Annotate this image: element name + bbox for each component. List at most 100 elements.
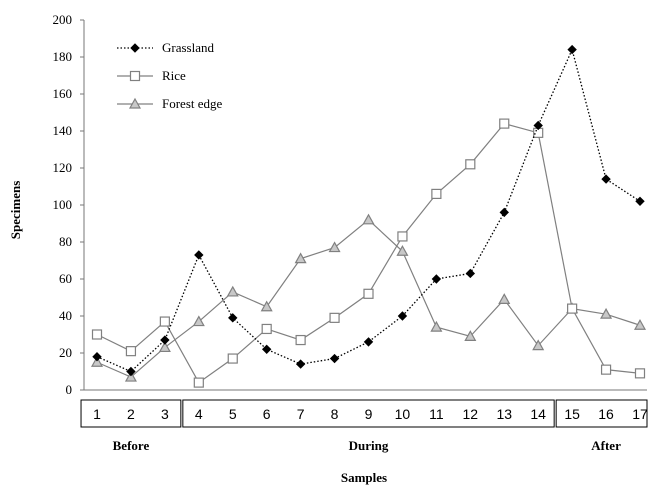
data-point <box>465 268 476 279</box>
data-point <box>329 312 340 323</box>
legend: Grassland Rice Forest edge <box>117 40 223 111</box>
data-point <box>261 344 272 355</box>
category-label: 16 <box>598 406 614 422</box>
category-label: 13 <box>496 406 512 422</box>
category-label: 17 <box>632 406 648 422</box>
group-label: During <box>349 438 389 453</box>
category-label: 6 <box>263 406 271 422</box>
data-point <box>126 366 136 377</box>
category-label: 1 <box>93 406 101 422</box>
category-label: 5 <box>229 406 237 422</box>
y-ticks: 0 20 40 60 80 100 120 140 160 180 200 <box>53 12 84 397</box>
data-point <box>226 285 239 297</box>
category-label: 14 <box>530 406 546 422</box>
data-point <box>158 341 171 353</box>
series-grassland <box>92 44 645 377</box>
data-point <box>363 288 374 299</box>
category-label: 10 <box>395 406 411 422</box>
data-point <box>567 303 578 314</box>
data-point <box>227 353 238 364</box>
y-tick-label: 0 <box>66 382 73 397</box>
data-point <box>601 174 611 184</box>
category-label: 3 <box>161 406 169 422</box>
data-point <box>499 118 510 129</box>
legend-label: Grassland <box>162 40 214 55</box>
data-point <box>362 213 375 225</box>
y-tick-label: 160 <box>53 86 73 101</box>
data-point <box>328 241 341 253</box>
category-label: 8 <box>331 406 339 422</box>
data-point <box>295 359 306 369</box>
group-label: After <box>591 438 621 453</box>
category-label: 9 <box>365 406 373 422</box>
data-point <box>130 43 140 53</box>
series-line <box>96 47 641 373</box>
x-axis-label: Samples <box>341 470 387 485</box>
data-point <box>430 320 443 332</box>
series-layer <box>90 44 647 388</box>
data-point <box>124 370 137 382</box>
data-point <box>567 44 577 55</box>
category-label: 12 <box>463 406 479 422</box>
data-point <box>193 377 204 388</box>
group-labels: Before During After <box>113 438 621 453</box>
data-point <box>634 368 646 379</box>
data-point <box>533 120 543 131</box>
data-point <box>397 311 408 321</box>
series-rice <box>91 118 646 388</box>
data-point <box>396 245 409 256</box>
y-tick-label: 100 <box>53 197 73 212</box>
data-point <box>397 231 408 242</box>
data-point <box>431 188 442 199</box>
group-box <box>182 399 555 428</box>
category-label: 11 <box>429 406 444 422</box>
data-point <box>294 252 307 264</box>
group-label: Before <box>113 438 150 453</box>
data-point <box>498 293 511 304</box>
category-labels: 1 2 3 4 5 6 7 8 9 10 11 12 13 14 15 16 17 <box>93 406 648 422</box>
data-point <box>91 329 103 340</box>
data-point <box>194 250 204 260</box>
data-point <box>159 316 170 327</box>
data-point <box>128 97 142 109</box>
data-point <box>192 315 205 327</box>
y-tick-label: 180 <box>53 49 73 64</box>
data-point <box>261 323 272 335</box>
data-point <box>90 356 104 367</box>
category-label: 7 <box>297 406 305 422</box>
data-point <box>160 335 170 345</box>
y-tick-label: 120 <box>53 160 73 175</box>
group-box <box>555 399 648 428</box>
data-point <box>532 339 545 351</box>
category-label: 4 <box>195 406 203 422</box>
data-point <box>329 353 340 364</box>
legend-label: Forest edge <box>162 96 223 111</box>
data-point <box>465 159 476 170</box>
y-tick-label: 60 <box>59 271 72 286</box>
data-point <box>92 351 102 362</box>
data-point <box>499 207 509 218</box>
y-axis-label: Specimens <box>8 181 23 240</box>
data-point <box>431 274 442 284</box>
data-point <box>295 334 306 346</box>
y-tick-label: 80 <box>59 234 72 249</box>
category-label: 15 <box>564 406 580 422</box>
y-tick-label: 200 <box>53 12 73 27</box>
data-point <box>600 364 612 375</box>
data-point <box>129 70 141 82</box>
data-point <box>228 313 238 323</box>
y-tick-label: 20 <box>59 345 72 360</box>
data-point <box>363 337 374 347</box>
data-point <box>635 196 645 207</box>
y-tick-label: 40 <box>59 308 72 323</box>
data-point <box>260 300 273 312</box>
data-point <box>600 307 613 319</box>
data-point <box>633 319 647 330</box>
group-box <box>80 399 182 428</box>
y-tick-label: 140 <box>53 123 73 138</box>
legend-label: Rice <box>162 68 186 83</box>
data-point <box>125 346 137 357</box>
category-label: 2 <box>127 406 135 422</box>
category-boxes <box>80 399 648 428</box>
